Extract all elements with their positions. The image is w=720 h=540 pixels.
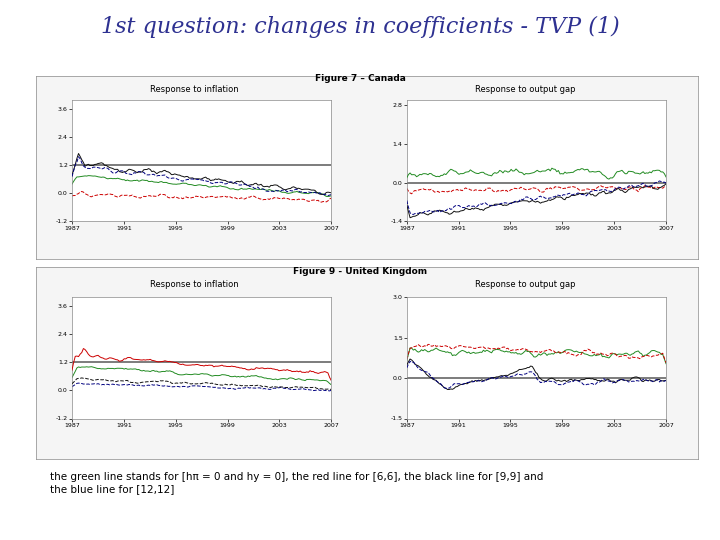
Text: Figure 7 – Canada: Figure 7 – Canada (315, 74, 405, 83)
Text: Response to inflation: Response to inflation (150, 280, 239, 289)
Text: the green line stands for [hπ = 0 and hy = 0], the red line for [6,6], the black: the green line stands for [hπ = 0 and hy… (50, 472, 544, 494)
Text: Response to output gap: Response to output gap (475, 280, 576, 289)
Text: Figure 9 - United Kingdom: Figure 9 - United Kingdom (293, 267, 427, 276)
Text: 1st question: changes in coefficients - TVP (1): 1st question: changes in coefficients - … (101, 16, 619, 38)
Text: Response to output gap: Response to output gap (475, 85, 576, 94)
Text: Response to inflation: Response to inflation (150, 85, 239, 94)
